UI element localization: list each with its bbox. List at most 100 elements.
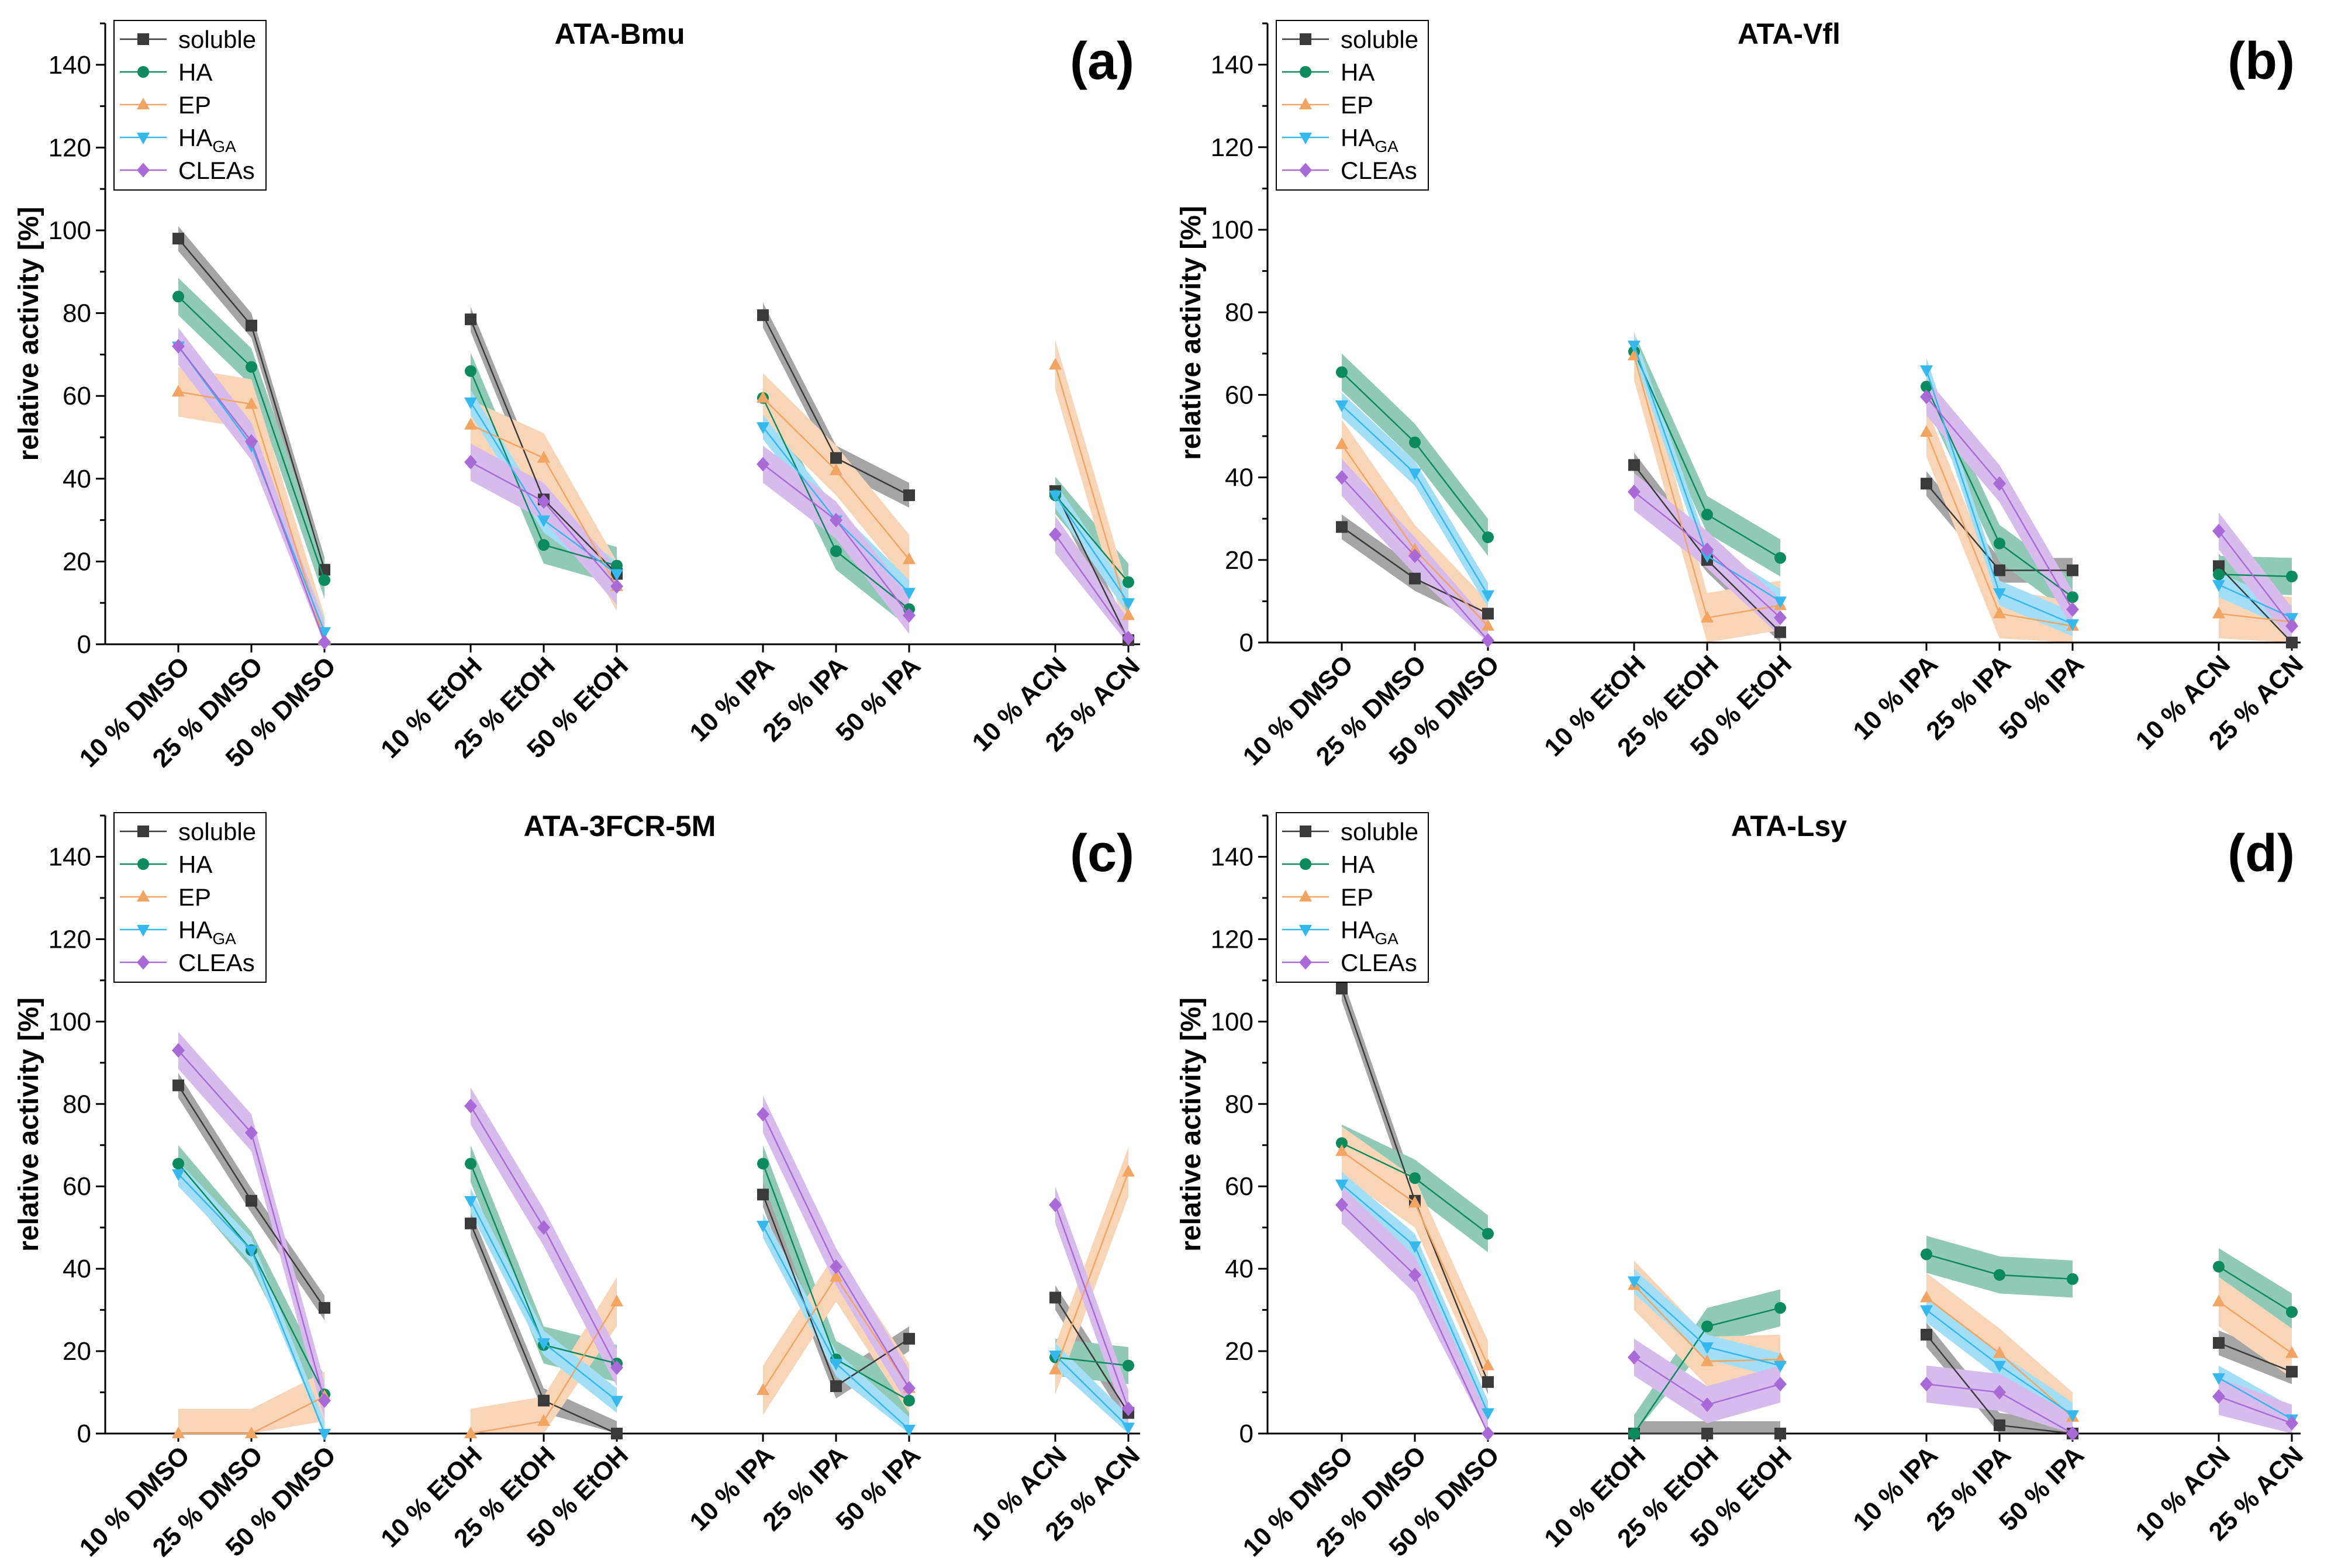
HA-error-band [1634, 1289, 1780, 1434]
y-tick-label: 60 [1225, 1172, 1253, 1201]
HA-point [611, 559, 623, 572]
EP-point [172, 385, 185, 397]
soluble-point [246, 319, 257, 331]
HA-point [2067, 591, 2078, 603]
legend-marker-EP [1299, 98, 1312, 109]
y-tick-label: 20 [1225, 546, 1253, 575]
HA_GA-point [610, 569, 623, 581]
legend-marker-EP [1299, 890, 1312, 902]
y-tick-label: 60 [63, 1172, 91, 1201]
y-tick-label: 80 [1225, 298, 1253, 327]
HA_GA-error-band [763, 1213, 909, 1434]
series-HA_GA [1335, 340, 2298, 631]
legend-label-EP: EP [1341, 91, 1373, 119]
CLEAs-error-band [471, 443, 617, 605]
HA-point [538, 539, 550, 551]
soluble-point [172, 1079, 184, 1092]
EP-point [537, 451, 550, 463]
HA_GA-point [1701, 1342, 1714, 1355]
soluble-point [2067, 564, 2078, 576]
EP-point [172, 1427, 185, 1438]
HA-line [2218, 1266, 2292, 1313]
legend-label-HA: HA [178, 851, 212, 878]
EP-point [757, 1383, 769, 1396]
EP-point [1049, 358, 1062, 370]
y-tick-label: 120 [49, 133, 91, 162]
HA_GA-point [1774, 596, 1787, 609]
soluble-line [2218, 565, 2292, 643]
series-soluble [1336, 982, 2298, 1439]
EP-error-band [1634, 330, 1780, 643]
EP-point [1993, 1346, 2006, 1358]
EP-error-band [763, 373, 909, 585]
y-tick-label: 80 [1225, 1090, 1253, 1118]
soluble-error-band [1634, 1421, 1780, 1434]
legend-label-HA: HA [1341, 851, 1375, 878]
HA_GA-point [1628, 340, 1641, 353]
legend-marker-CLEAs [137, 955, 150, 970]
panel-title: ATA-Lsy [1731, 810, 1847, 842]
HA-point [2067, 1273, 2078, 1285]
EP-point [1408, 1196, 1421, 1208]
series-HA [172, 291, 1134, 615]
soluble-point [757, 1189, 769, 1201]
panel-letter: (c) [1070, 824, 1134, 883]
HA-point [2213, 568, 2225, 581]
HA-error-band [1926, 368, 2073, 616]
EP-error-band [1634, 1260, 1780, 1386]
soluble-error-band [471, 1211, 617, 1434]
EP-point [537, 1414, 550, 1426]
EP-point [1335, 1144, 1348, 1156]
panel-title: ATA-Bmu [554, 18, 685, 50]
y-axis-label: relative activity [%] [13, 207, 44, 461]
HA-point [2286, 571, 2298, 583]
legend-label-HA: HA [178, 58, 212, 86]
HA_GA-point [1408, 1241, 1421, 1253]
CLEAs-point [318, 634, 331, 650]
soluble-point [1994, 1419, 2005, 1431]
HA-error-band [1342, 1124, 1488, 1252]
HA-point [1336, 366, 1348, 378]
soluble-point [830, 452, 842, 464]
EP-point [2212, 1294, 2225, 1307]
HA_GA-point [1482, 590, 1494, 602]
CLEAs-error-band [178, 327, 324, 644]
HA_GA-point [903, 588, 916, 600]
HA-point [2286, 1306, 2298, 1318]
HA-point [1409, 1172, 1421, 1184]
soluble-point [1482, 1376, 1494, 1388]
HA-point [1628, 1428, 1640, 1439]
y-tick-label: 0 [77, 1420, 91, 1448]
legend-label-CLEAs: CLEAs [178, 157, 255, 184]
legend-label-HA_GA: HAGA [1341, 916, 1398, 948]
y-axis-label: relative activity [%] [13, 997, 44, 1252]
HA-error-band [1634, 333, 1780, 577]
HA_GA-point [464, 1196, 477, 1208]
CLEAs-point [610, 1360, 623, 1375]
legend-marker-EP [137, 890, 150, 902]
series-CLEAs [172, 339, 1135, 650]
EP-point [1335, 437, 1348, 450]
EP-point [1701, 610, 1714, 623]
HA-point [1774, 1302, 1786, 1314]
HA_GA-point [1122, 1422, 1135, 1435]
HA_GA-point [1920, 365, 1933, 378]
CLEAs-point [1482, 1426, 1494, 1441]
CLEAs-point [1335, 470, 1348, 485]
series-soluble [1336, 459, 2298, 648]
soluble-point [1774, 1428, 1786, 1439]
legend-label-EP: EP [1341, 883, 1373, 911]
soluble-line [2218, 1342, 2292, 1373]
soluble-point [319, 1302, 330, 1314]
legend-subscript: GA [212, 137, 236, 156]
panel-title: ATA-Vfl [1738, 18, 1840, 50]
CLEAs-point [1701, 1397, 1714, 1412]
CLEAs-point [1774, 1376, 1787, 1391]
CLEAs-point [318, 1393, 331, 1408]
error-bands [1342, 330, 2292, 643]
HA-point [2213, 1260, 2225, 1273]
EP-line [2218, 613, 2292, 623]
CLEAs-point [1049, 1197, 1062, 1213]
legend-label-CLEAs: CLEAs [178, 949, 255, 976]
